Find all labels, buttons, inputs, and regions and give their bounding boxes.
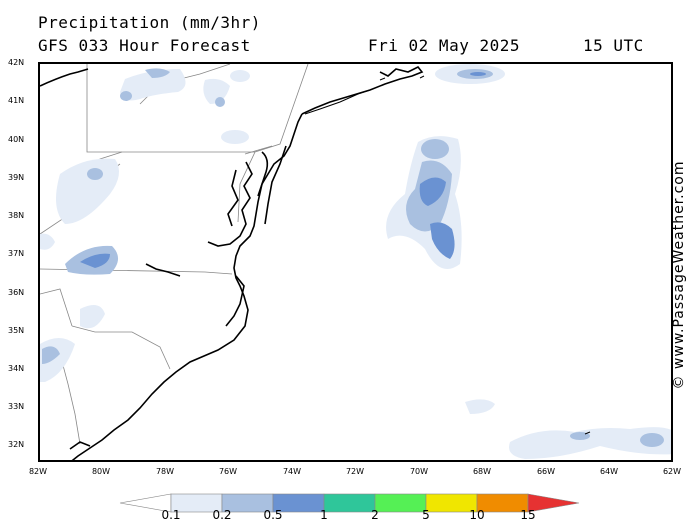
lat-label: 36N <box>8 288 25 297</box>
lat-label: 39N <box>8 173 25 182</box>
forecast-date: Fri 02 May 2025 <box>368 36 520 55</box>
legend-swatch <box>374 493 427 513</box>
lat-label: 34N <box>8 364 25 373</box>
lon-label: 64W <box>599 467 619 476</box>
lat-label: 42N <box>8 58 25 67</box>
map-canvas <box>40 64 671 460</box>
legend-label: 10 <box>469 508 485 522</box>
lon-label: 82W <box>28 467 48 476</box>
lon-label: 76W <box>218 467 238 476</box>
lat-label: 41N <box>8 96 25 105</box>
lon-label: 80W <box>91 467 111 476</box>
lon-label: 70W <box>409 467 429 476</box>
lon-label: 72W <box>345 467 365 476</box>
forecast-subtitle: GFS 033 Hour Forecast <box>38 36 251 55</box>
legend-label: 0.2 <box>212 508 232 522</box>
map-title: Precipitation (mm/3hr) <box>38 13 261 32</box>
lat-label: 32N <box>8 440 25 449</box>
legend-label: 5 <box>422 508 430 522</box>
legend-label: 15 <box>520 508 536 522</box>
legend-swatch <box>527 493 580 513</box>
islands <box>304 75 591 435</box>
lat-label: 40N <box>8 135 25 144</box>
lat-label: 33N <box>8 402 25 411</box>
legend-label: 0.1 <box>161 508 181 522</box>
legend-swatch <box>323 493 376 513</box>
forecast-time: 15 UTC <box>583 36 644 55</box>
lat-label: 38N <box>8 211 25 220</box>
legend-label: 0.5 <box>263 508 283 522</box>
lon-label: 66W <box>536 467 556 476</box>
coastline <box>40 65 424 460</box>
precipitation-map[interactable] <box>38 62 673 462</box>
lon-label: 62W <box>662 467 682 476</box>
legend-label: 2 <box>371 508 379 522</box>
lat-label: 35N <box>8 326 25 335</box>
lat-label: 37N <box>8 249 25 258</box>
legend-label: 1 <box>320 508 328 522</box>
lon-label: 68W <box>472 467 492 476</box>
precip-overlay <box>40 64 671 459</box>
lon-label: 78W <box>155 467 175 476</box>
lon-label: 74W <box>282 467 302 476</box>
website-credit: © www.PassageWeather.com <box>671 160 687 390</box>
